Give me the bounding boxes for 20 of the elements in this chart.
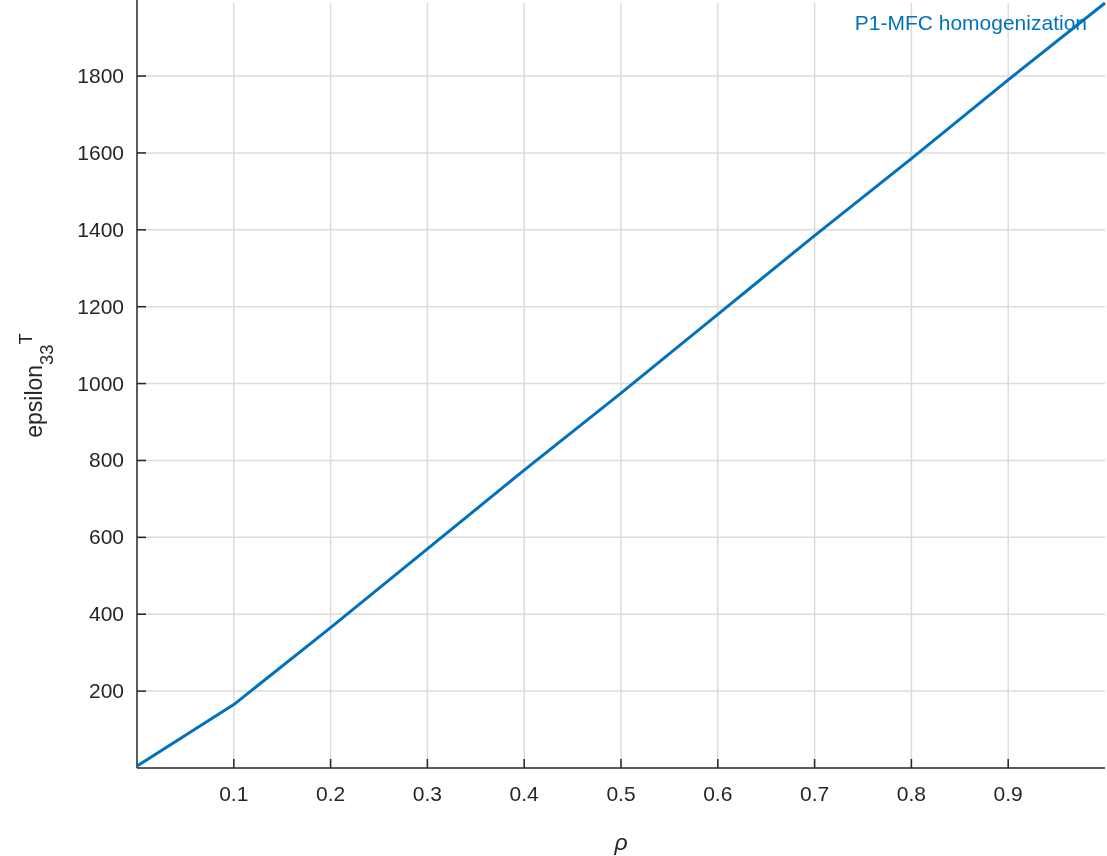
x-tick-label: 0.4 — [509, 782, 540, 805]
x-tick-label: 0.3 — [412, 782, 442, 805]
y-tick-label: 1400 — [77, 217, 124, 241]
y-tick-label: 800 — [88, 448, 124, 472]
x-tick-label: 0.6 — [703, 782, 733, 805]
y-tick-label: 1200 — [77, 294, 124, 318]
x-tick-label: 0.1 — [219, 782, 249, 805]
y-tick-label: 600 — [88, 525, 124, 549]
x-tick-label: 0.8 — [896, 782, 926, 805]
x-tick-label: 0.7 — [800, 782, 830, 805]
y-tick-label: 1800 — [77, 64, 124, 88]
y-tick-label: 400 — [88, 602, 124, 626]
x-tick-label: 0.2 — [316, 782, 346, 805]
y-tick-label: 1600 — [77, 140, 124, 164]
x-tick-label: 0.9 — [993, 782, 1023, 805]
y-tick-label: 200 — [88, 679, 124, 703]
line-series — [135, 1, 1107, 768]
y-tick-label: 1000 — [77, 371, 124, 395]
x-tick-label: 0.5 — [606, 782, 636, 805]
x-axis-title: ρ — [613, 829, 628, 855]
